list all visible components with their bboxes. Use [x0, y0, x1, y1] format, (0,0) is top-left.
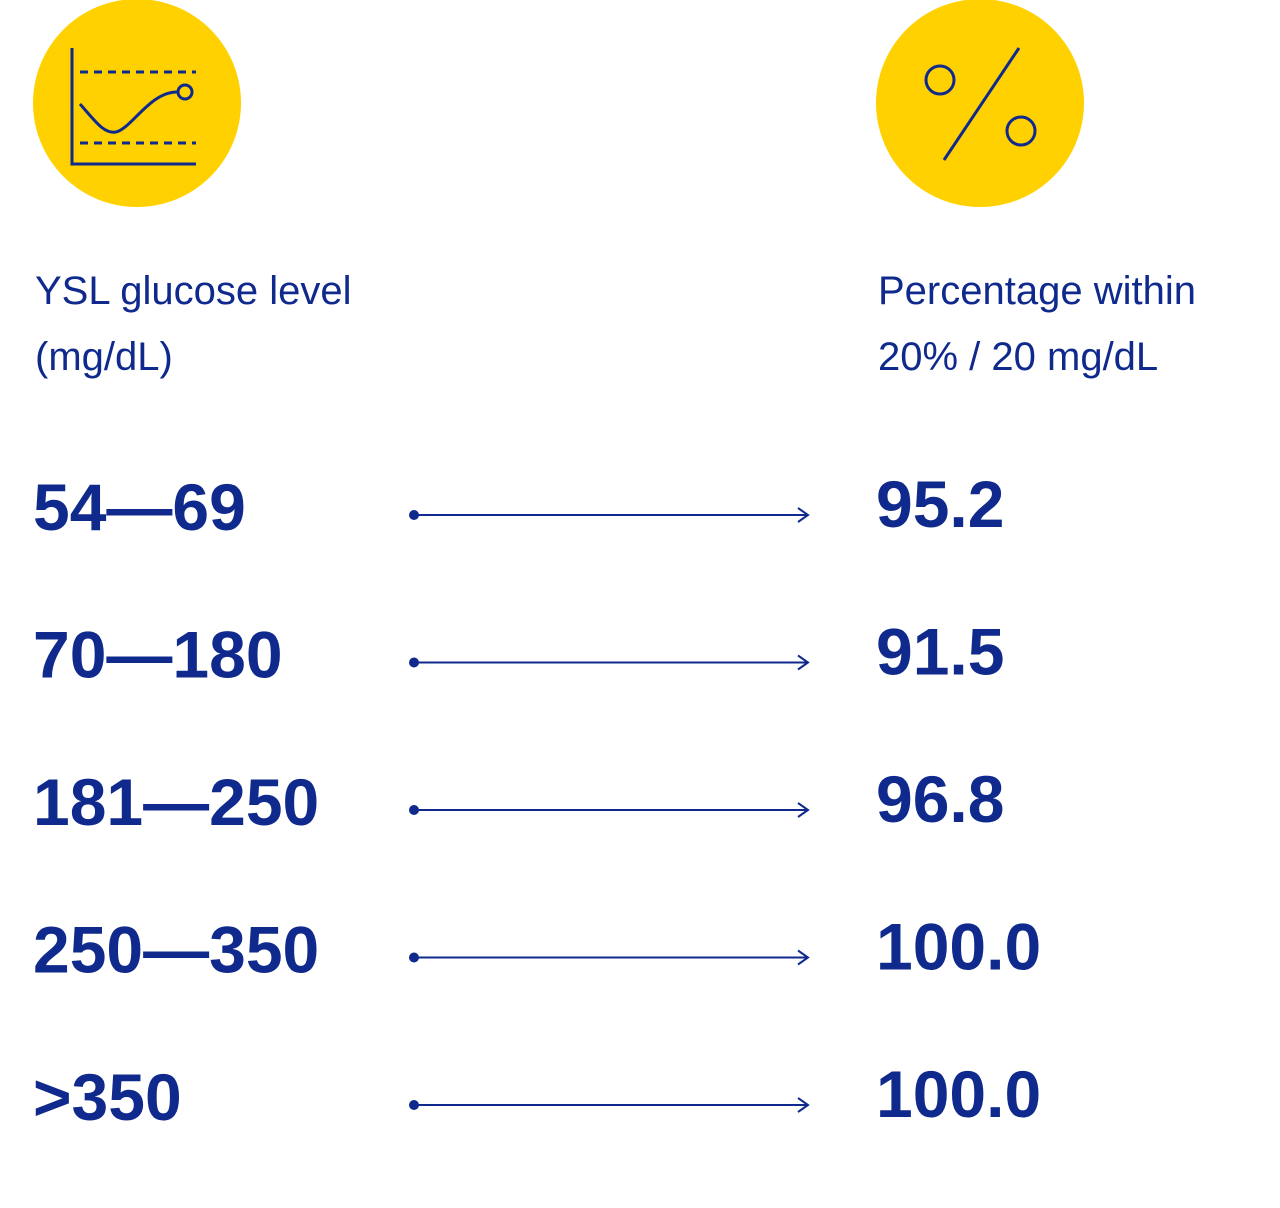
arrow-head: [797, 1097, 810, 1113]
arrow-head: [797, 654, 810, 671]
chart-icon: [33, 0, 241, 207]
left-header: YSL glucose level: [35, 269, 351, 313]
glucose-range: 70—180: [33, 618, 283, 692]
right-header: Percentage within: [878, 269, 1196, 313]
glucose-range: >350: [33, 1060, 182, 1134]
right-header: 20% / 20 mg/dL: [878, 335, 1158, 379]
arrow-head: [797, 507, 810, 523]
glucose-range: 250—350: [33, 913, 319, 987]
percentage-value: 96.8: [876, 762, 1004, 836]
percentage-value: 100.0: [876, 1057, 1041, 1131]
percentage-value: 95.2: [876, 467, 1004, 541]
glucose-range: 54—69: [33, 470, 246, 544]
left-header: (mg/dL): [35, 335, 173, 379]
arrow-head: [797, 949, 810, 966]
glucose-range: 181—250: [33, 765, 319, 839]
percent-icon: [876, 0, 1084, 207]
percentage-value: 91.5: [876, 615, 1004, 689]
arrow-head: [797, 802, 810, 818]
percentage-value: 100.0: [876, 910, 1041, 984]
